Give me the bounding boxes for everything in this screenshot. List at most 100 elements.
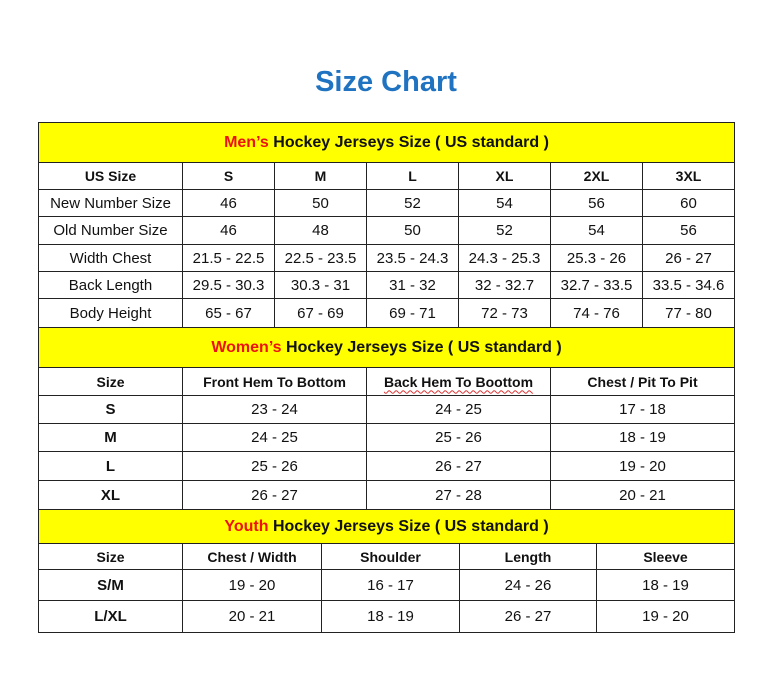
column-header: M — [274, 162, 367, 190]
men-header-row: US Size S M L XL 2XL 3XL — [38, 162, 736, 190]
band-highlight: Men’s — [224, 133, 269, 151]
table-cell: 22.5 - 23.5 — [274, 244, 367, 272]
youth-header-row: Size Chest / Width Shoulder Length Sleeve — [38, 543, 736, 570]
table-cell: 56 — [550, 189, 643, 217]
table-row: Back Length 29.5 - 30.3 30.3 - 31 31 - 32 32… — [38, 271, 736, 299]
row-label: S — [38, 395, 183, 424]
band-highlight: Women’s — [211, 338, 282, 356]
table-cell: 24 - 25 — [182, 423, 367, 452]
table-cell: 21.5 - 22.5 — [182, 244, 275, 272]
table-cell: 18 - 19 — [321, 600, 460, 633]
table-cell: 20 - 21 — [549, 480, 736, 510]
table-cell: 24.3 - 25.3 — [458, 244, 551, 272]
table-cell: 32.7 - 33.5 — [550, 271, 643, 299]
men-band-row: Men’s Hockey Jerseys Size ( US standard … — [37, 122, 736, 163]
table-cell: 67 - 69 — [274, 298, 367, 328]
table-cell: 46 — [182, 189, 275, 217]
mens-size-table: Men’s Hockey Jerseys Size ( US standard … — [37, 122, 736, 328]
table-cell: 23 - 24 — [182, 395, 367, 424]
column-header: Shoulder — [321, 543, 460, 570]
row-label: Body Height — [38, 298, 183, 328]
table-cell: 19 - 20 — [549, 451, 736, 481]
table-cell: 33.5 - 34.6 — [641, 271, 736, 299]
column-header: L — [366, 162, 459, 190]
row-label: L — [38, 451, 183, 481]
table-cell: 52 — [366, 189, 459, 217]
table-cell: 26 - 27 — [459, 600, 597, 633]
table-cell: 26 - 27 — [366, 451, 551, 481]
women-band-title: Women’s Hockey Jerseys Size ( US standar… — [37, 327, 736, 368]
column-header: XL — [458, 162, 551, 190]
women-band-row: Women’s Hockey Jerseys Size ( US standar… — [37, 327, 736, 368]
table-cell: 27 - 28 — [366, 480, 551, 510]
womens-size-table: Women’s Hockey Jerseys Size ( US standar… — [37, 327, 736, 510]
table-cell: 25.3 - 26 — [550, 244, 643, 272]
row-label: S/M — [38, 569, 183, 601]
table-cell: 32 - 32.7 — [458, 271, 551, 299]
table-row: L 25 - 26 26 - 27 19 - 20 — [38, 451, 736, 481]
table-row: XL 26 - 27 27 - 28 20 - 21 — [38, 480, 736, 510]
table-cell: 74 - 76 — [550, 298, 643, 328]
column-header: Front Hem To Bottom — [182, 367, 367, 396]
table-row: S/M 19 - 20 16 - 17 24 - 26 18 - 19 — [38, 569, 736, 601]
band-text: Hockey Jerseys Size ( US standard ) — [268, 133, 549, 151]
table-cell: 30.3 - 31 — [274, 271, 367, 299]
row-label: New Number Size — [38, 189, 183, 217]
table-row: S 23 - 24 24 - 25 17 - 18 — [38, 395, 736, 424]
table-row: New Number Size 46 50 52 54 56 60 — [38, 189, 736, 217]
table-cell: 19 - 20 — [595, 600, 736, 633]
row-label: Width Chest — [38, 244, 183, 272]
column-header: Size — [38, 367, 183, 396]
table-cell: 72 - 73 — [458, 298, 551, 328]
table-cell: 16 - 17 — [321, 569, 460, 601]
column-header: Size — [38, 543, 183, 570]
table-cell: 24 - 25 — [366, 395, 551, 424]
women-header-row: Size Front Hem To Bottom Back Hem To Boott… — [38, 367, 736, 396]
table-cell: 50 — [274, 189, 367, 217]
page-title: Size Chart — [315, 66, 457, 98]
table-cell: 29.5 - 30.3 — [182, 271, 275, 299]
band-text: Hockey Jerseys Size ( US standard ) — [281, 338, 562, 356]
band-text: Hockey Jerseys Size ( US standard ) — [268, 517, 549, 535]
table-cell: 17 - 18 — [549, 395, 736, 424]
youth-band-row: Youth Hockey Jerseys Size ( US standard … — [37, 509, 736, 544]
men-band-title: Men’s Hockey Jerseys Size ( US standard … — [37, 122, 736, 163]
table-cell: 23.5 - 24.3 — [366, 244, 459, 272]
table-cell: 69 - 71 — [366, 298, 459, 328]
column-header: US Size — [38, 162, 183, 190]
column-header: S — [182, 162, 275, 190]
table-cell: 18 - 19 — [595, 569, 736, 601]
table-cell: 56 — [641, 216, 736, 245]
table-cell: 65 - 67 — [182, 298, 275, 328]
table-cell: 52 — [458, 216, 551, 245]
table-cell: 26 - 27 — [641, 244, 736, 272]
table-cell: 31 - 32 — [366, 271, 459, 299]
column-header: Back Hem To Boottom — [366, 367, 551, 396]
table-cell: 18 - 19 — [549, 423, 736, 452]
header-text: Back Hem To Boottom — [383, 373, 534, 390]
table-row: M 24 - 25 25 - 26 18 - 19 — [38, 423, 736, 452]
table-row: Body Height 65 - 67 67 - 69 69 - 71 72 - 73 7… — [38, 298, 736, 328]
row-label: Back Length — [38, 271, 183, 299]
table-cell: 46 — [182, 216, 275, 245]
column-header: 2XL — [550, 162, 643, 190]
table-cell: 25 - 26 — [182, 451, 367, 481]
table-row: Width Chest 21.5 - 22.5 22.5 - 23.5 23.5 - … — [38, 244, 736, 272]
column-header: Sleeve — [595, 543, 736, 570]
table-cell: 50 — [366, 216, 459, 245]
table-cell: 48 — [274, 216, 367, 245]
table-cell: 26 - 27 — [182, 480, 367, 510]
column-header: 3XL — [641, 162, 736, 190]
table-cell: 54 — [550, 216, 643, 245]
table-cell: 77 - 80 — [641, 298, 736, 328]
table-cell: 60 — [641, 189, 736, 217]
youth-band-title: Youth Hockey Jerseys Size ( US standard … — [37, 509, 736, 544]
table-cell: 19 - 20 — [182, 569, 322, 601]
row-label: M — [38, 423, 183, 452]
column-header: Chest / Width — [182, 543, 322, 570]
table-cell: 25 - 26 — [366, 423, 551, 452]
table-row: Old Number Size 46 48 50 52 54 56 — [38, 216, 736, 245]
column-header: Chest / Pit To Pit — [549, 367, 736, 396]
table-cell: 24 - 26 — [459, 569, 597, 601]
row-label: Old Number Size — [38, 216, 183, 245]
